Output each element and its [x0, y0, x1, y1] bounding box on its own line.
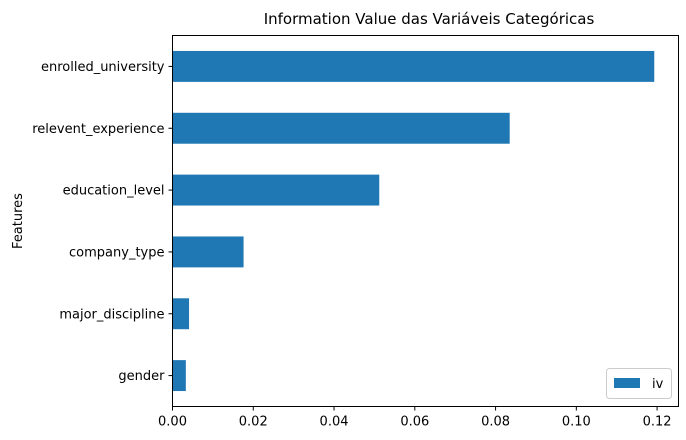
x-tick-label: 0.02	[239, 415, 268, 430]
y-tick-label: gender	[118, 369, 165, 384]
legend-swatch	[614, 378, 640, 388]
x-tick-label: 0.10	[562, 415, 591, 430]
plot-frame	[172, 35, 679, 407]
y-axis-label: Features	[11, 193, 26, 249]
x-tick-label: 0.00	[158, 415, 187, 430]
bar	[172, 50, 655, 82]
y-tick-label: enrolled_university	[41, 60, 165, 75]
bar	[172, 174, 380, 206]
legend: iv	[606, 368, 672, 399]
chart-title: Information Value das Variáveis Categóri…	[264, 10, 595, 28]
bar	[172, 236, 244, 268]
x-tick-label: 0.06	[400, 415, 429, 430]
y-tick-label: company_type	[69, 245, 164, 260]
x-tick-label: 0.08	[481, 415, 510, 430]
y-tick-label: education_level	[63, 184, 165, 199]
x-tick-label: 0.12	[643, 415, 672, 430]
bar	[172, 112, 510, 144]
y-tick-label: relevent_experience	[32, 122, 164, 137]
bar	[172, 360, 186, 392]
bar	[172, 298, 190, 330]
legend-label: iv	[652, 377, 664, 392]
x-tick-label: 0.04	[320, 415, 349, 430]
y-tick-label: major_discipline	[59, 307, 164, 322]
